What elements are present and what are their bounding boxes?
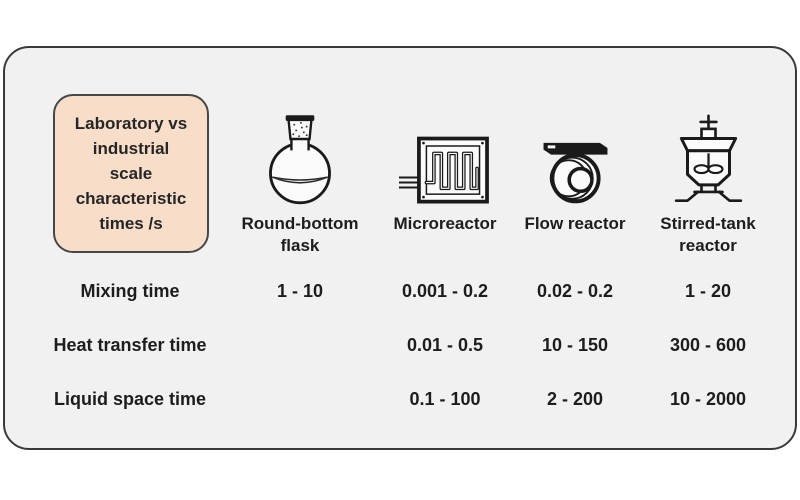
column-label: Stirred-tank reactor [660, 214, 756, 255]
value-heat-flow-reactor: 10 - 150 [541, 335, 609, 355]
legend-box: Laboratory vs industrial scale character… [53, 94, 209, 253]
column-microreactor: Microreactor [365, 94, 525, 235]
value-space-stirred-tank: 10 - 2000 [669, 389, 747, 409]
legend-line: industrial [92, 139, 170, 158]
value-heat-stirred-tank: 300 - 600 [669, 335, 747, 355]
comparison-card: Laboratory vs industrial scale character… [3, 46, 797, 450]
value-space-microreactor: 0.1 - 100 [409, 389, 481, 409]
icon-box [220, 94, 380, 206]
legend-line: times /s [99, 214, 163, 233]
column-stirred-tank-reactor: Stirred-tank reactor [628, 94, 788, 257]
column-flow-reactor: Flow reactor [495, 94, 655, 235]
column-label: Round-bottom flask [241, 214, 359, 255]
legend-line: Laboratory vs [74, 114, 188, 133]
row-label-heat-transfer-time: Heat transfer time [53, 335, 207, 355]
row-label-mixing-time: Mixing time [80, 281, 180, 301]
value-space-flow-reactor: 2 - 200 [546, 389, 604, 409]
column-label: Flow reactor [524, 214, 626, 233]
legend-line: characteristic [75, 189, 187, 208]
value-heat-microreactor: 0.01 - 0.5 [406, 335, 484, 355]
microreactor-icon [398, 136, 489, 204]
value-mixing-microreactor: 0.001 - 0.2 [401, 281, 489, 301]
flow-reactor-icon [543, 142, 607, 204]
legend-line: scale [109, 164, 153, 183]
icon-box [628, 94, 788, 206]
round-bottom-flask-icon [269, 115, 331, 205]
row-label-liquid-space-time: Liquid space time [53, 389, 207, 409]
value-mixing-flask: 1 - 10 [276, 281, 324, 301]
stirred-tank-reactor-icon [674, 114, 742, 202]
value-mixing-stirred-tank: 1 - 20 [684, 281, 732, 301]
column-round-bottom-flask: Round-bottom flask [220, 94, 380, 257]
icon-box [365, 94, 525, 206]
column-label: Microreactor [393, 214, 497, 233]
icon-box [495, 94, 655, 206]
value-mixing-flow-reactor: 0.02 - 0.2 [536, 281, 614, 301]
